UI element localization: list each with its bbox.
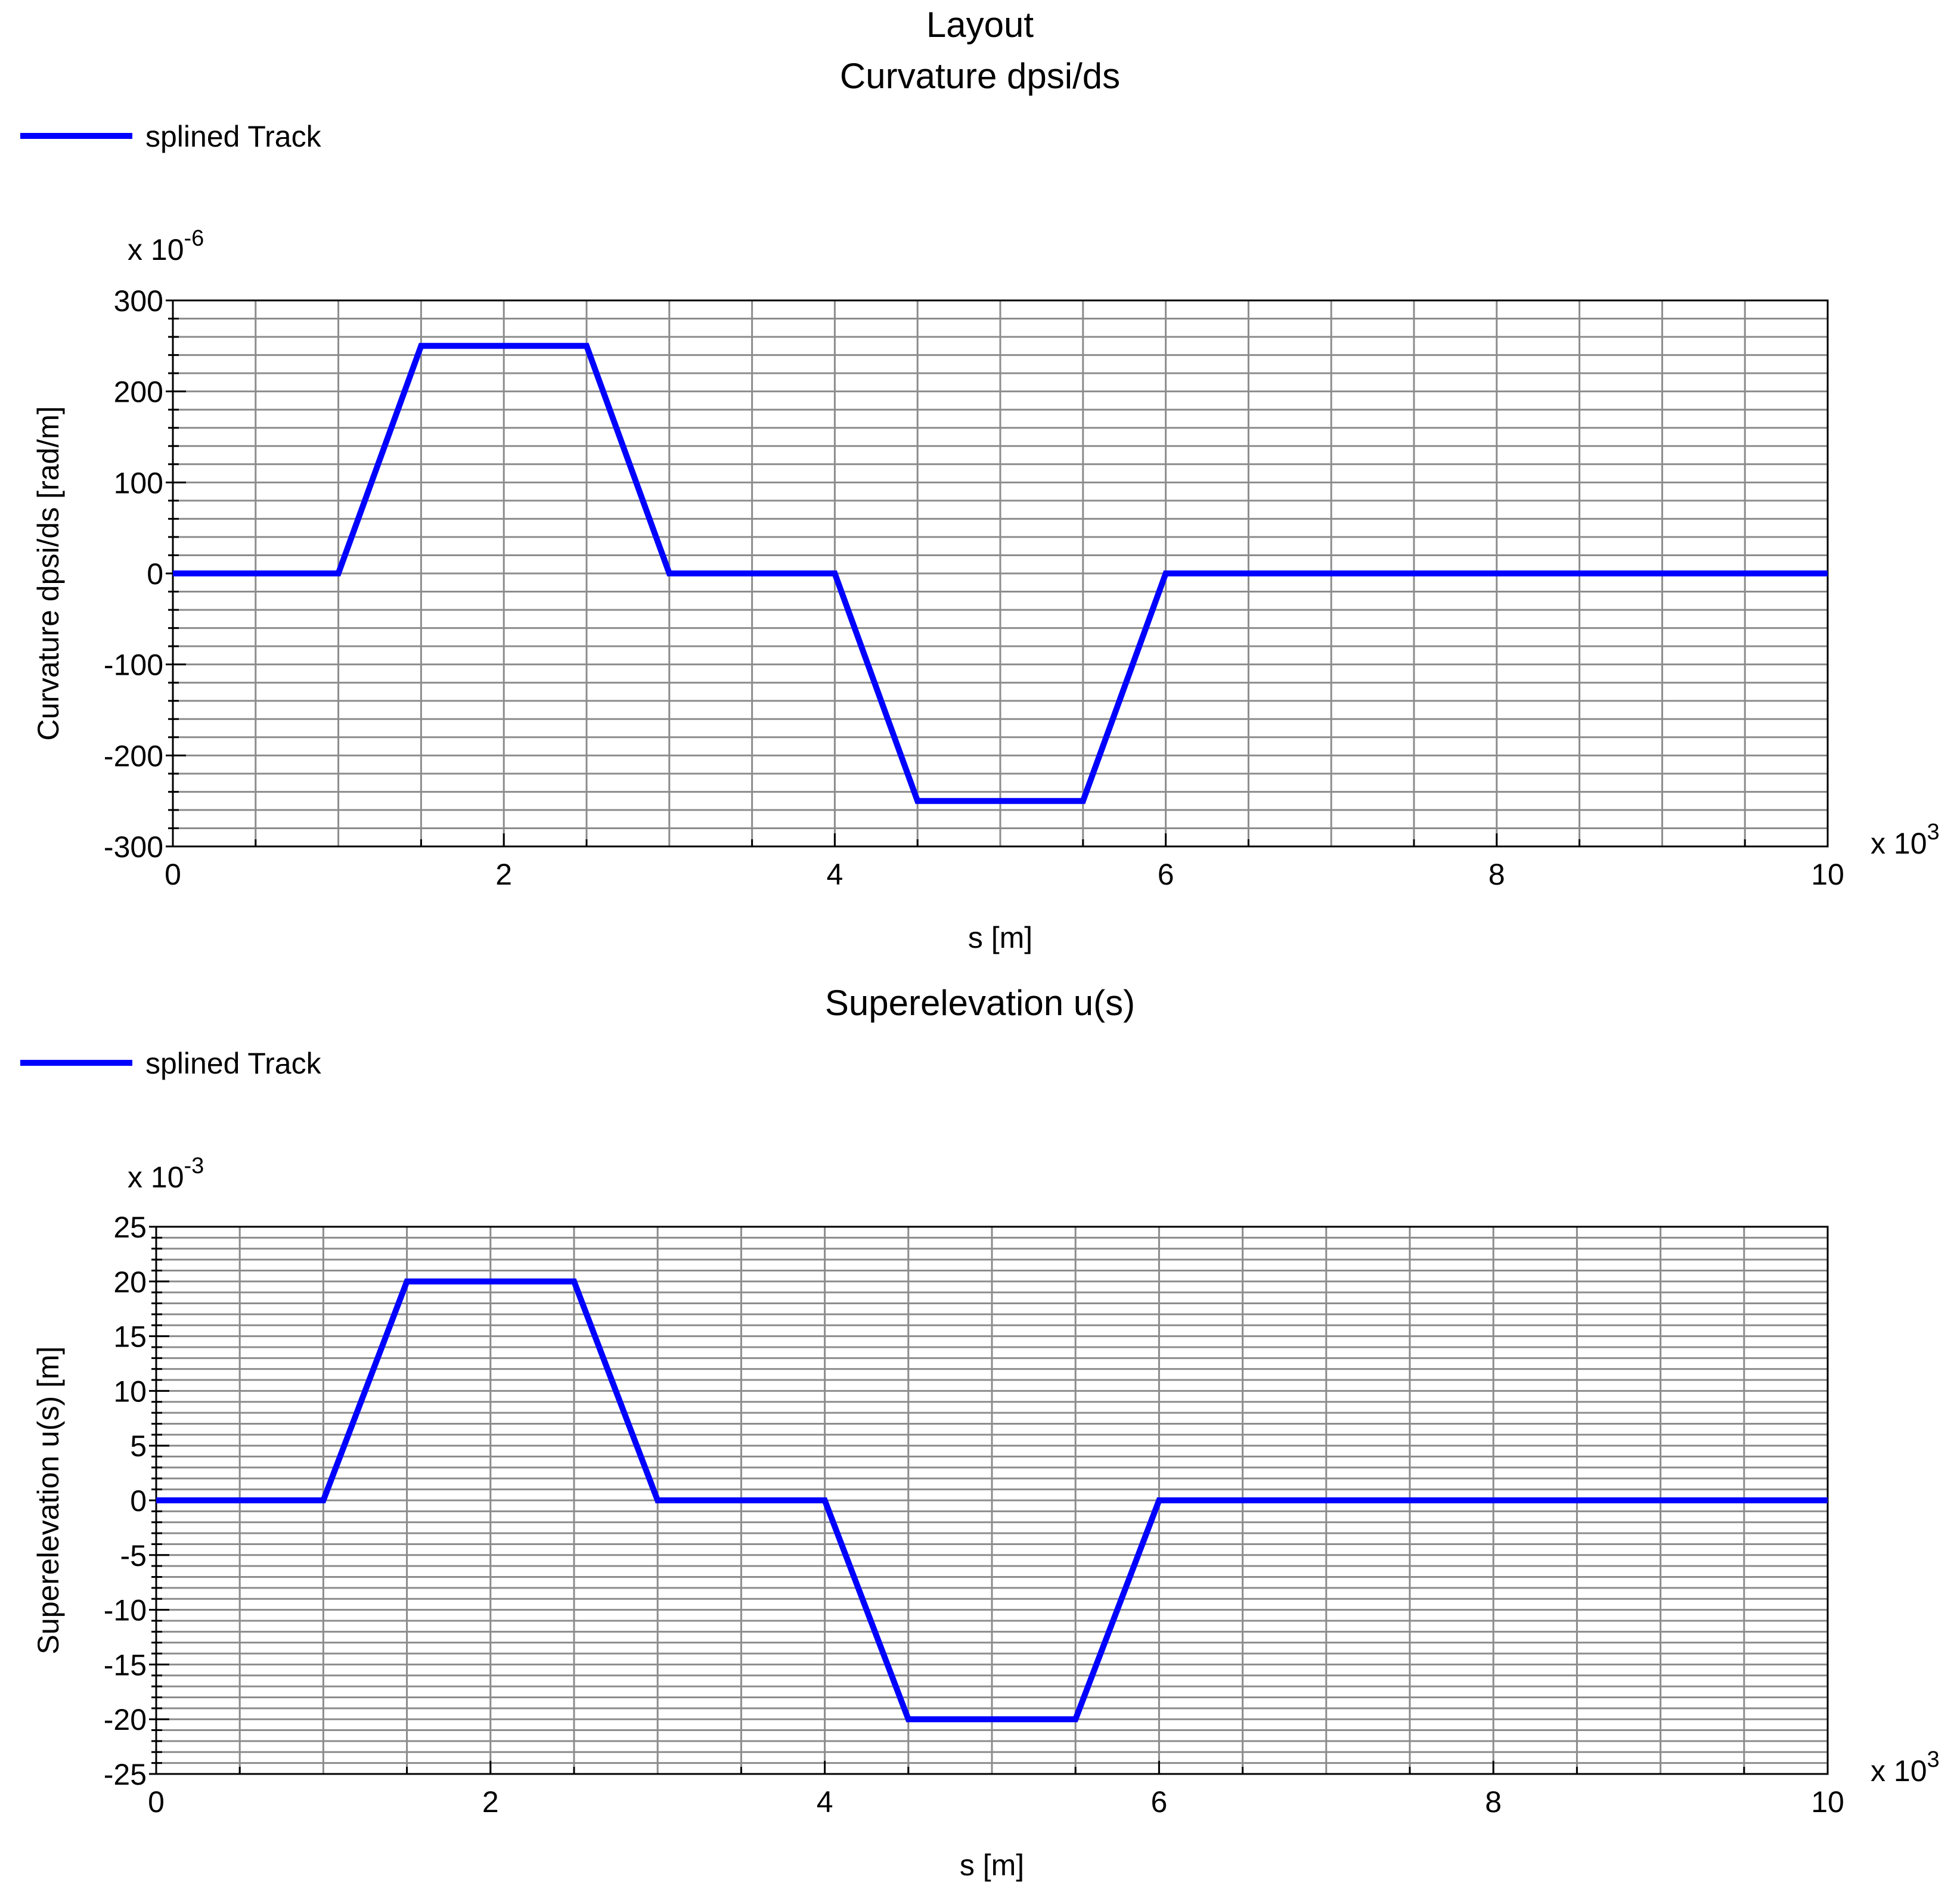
x-axis-label: s [m]: [960, 1848, 1024, 1882]
x-tick-label: 2: [482, 1785, 499, 1819]
x-tick-label: 8: [1485, 1785, 1502, 1819]
y-tick-label: 25: [113, 1211, 147, 1244]
x-tick-label: 10: [1811, 858, 1844, 891]
legend: splined Track: [20, 1047, 322, 1080]
y-tick-label: -20: [104, 1703, 147, 1736]
y-tick-label: -25: [104, 1758, 147, 1791]
x-axis-label: s [m]: [968, 921, 1032, 954]
series-line: [173, 343, 1828, 804]
y-tick-label: 200: [114, 376, 163, 409]
y-tick-label: -200: [104, 739, 163, 773]
page-title: Layout: [926, 5, 1034, 45]
chart-title: Superelevation u(s): [825, 983, 1135, 1023]
y-axis-multiplier: x 10-3: [128, 1153, 204, 1194]
y-tick-label: 10: [113, 1375, 147, 1408]
y-tick-label: 0: [147, 557, 163, 591]
x-axis-multiplier: x 103: [1871, 820, 1940, 860]
y-tick-label: 5: [130, 1429, 147, 1463]
y-tick-label: 0: [130, 1484, 147, 1518]
x-tick-label: 8: [1488, 858, 1505, 891]
chart-2: Superelevation u(s) splined Track 0 2 4 6 8 10 2…: [20, 983, 1940, 1882]
y-tick-label: -10: [104, 1594, 147, 1627]
x-tick-label: 4: [826, 858, 843, 891]
x-tick-label: 4: [817, 1785, 833, 1819]
x-tick-label: 6: [1150, 1785, 1167, 1819]
series-line: [156, 1278, 1828, 1723]
x-tick-label: 10: [1811, 1785, 1844, 1819]
ticks: [149, 1226, 1829, 1775]
y-tick-label: 300: [114, 284, 163, 318]
y-axis-label: Superelevation u(s) [m]: [32, 1347, 65, 1655]
x-axis-multiplier: x 103: [1871, 1747, 1940, 1788]
y-tick-label: -100: [104, 649, 163, 682]
y-tick-label: -300: [104, 830, 163, 864]
y-tick-label: 15: [113, 1320, 147, 1354]
y-axis-label: Curvature dpsi/ds [rad/m]: [32, 406, 65, 740]
y-tick-label: -15: [104, 1648, 147, 1682]
legend-label: splined Track: [145, 120, 322, 153]
grid: [156, 1227, 1828, 1774]
x-tick-label: 6: [1158, 858, 1174, 891]
y-axis-multiplier: x 10-6: [128, 226, 204, 266]
x-tick-label: 0: [148, 1785, 165, 1819]
chart-title: Curvature dpsi/ds: [840, 56, 1120, 96]
y-tick-label: 20: [113, 1265, 147, 1299]
x-tick-label: 2: [495, 858, 512, 891]
legend: splined Track: [20, 120, 322, 153]
legend-label: splined Track: [145, 1047, 322, 1080]
y-tick-label: -5: [120, 1539, 147, 1572]
chart-1: Curvature dpsi/ds splined Track 0 2 4 6 8 10 300…: [20, 56, 1940, 954]
x-tick-label: 0: [165, 858, 181, 891]
y-tick-label: 100: [114, 466, 163, 500]
